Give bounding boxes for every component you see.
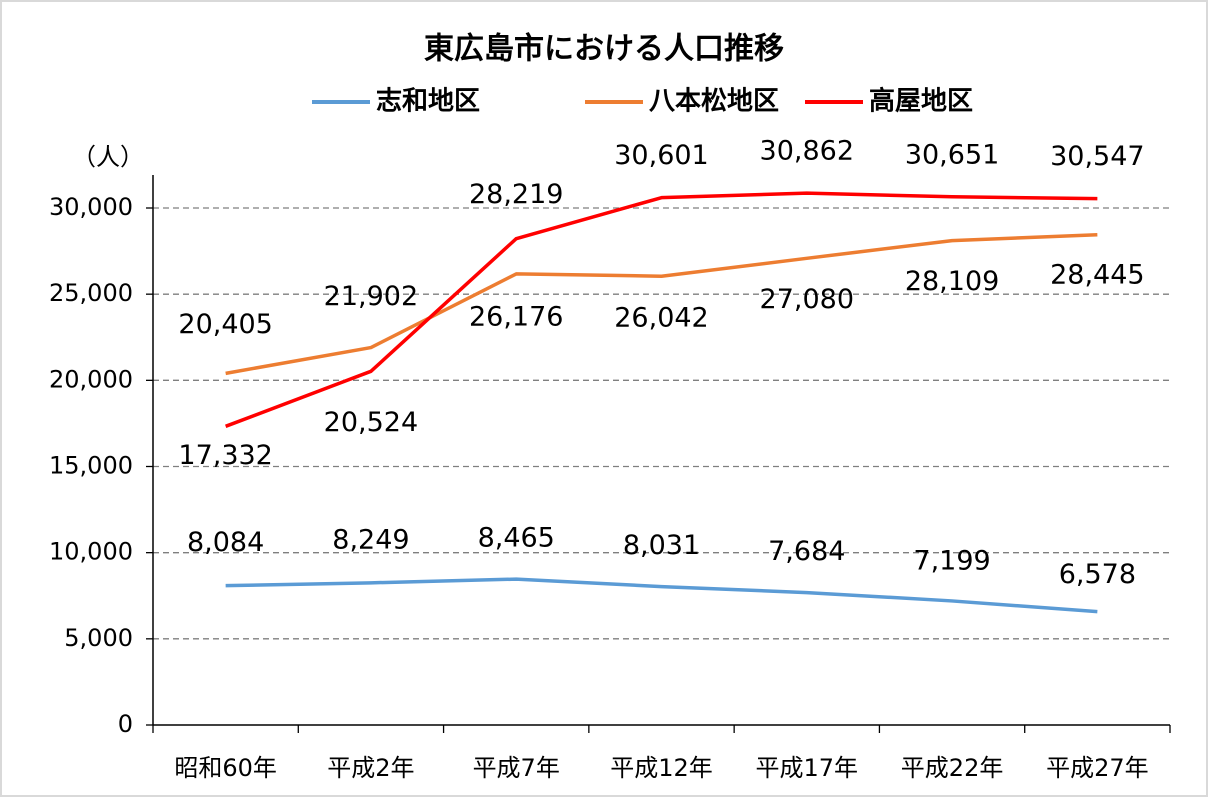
x-tick-label: 平成2年 <box>327 754 414 782</box>
series-line <box>225 191 1098 428</box>
y-tick-label: 10,000 <box>49 538 133 566</box>
series-line <box>225 233 1098 376</box>
y-tick-label: 30,000 <box>49 193 133 221</box>
data-label: 8,084 <box>187 527 264 558</box>
y-axis-label: （人） <box>72 143 144 171</box>
y-tick-label: 0 <box>118 710 133 738</box>
x-tick-label: 平成12年 <box>610 754 713 782</box>
x-tick-label: 平成27年 <box>1046 754 1149 782</box>
legend-label: 高屋地区 <box>869 86 973 117</box>
y-tick-label: 25,000 <box>49 279 133 307</box>
x-tick-label: 平成7年 <box>473 754 560 782</box>
x-tick-label: 平成22年 <box>901 754 1004 782</box>
series-line <box>225 577 1098 614</box>
data-label: 27,080 <box>760 284 854 315</box>
data-label: 30,601 <box>614 140 708 171</box>
data-label: 30,651 <box>905 139 999 170</box>
y-tick-label: 20,000 <box>49 365 133 393</box>
y-tick-label: 15,000 <box>49 452 133 480</box>
data-label: 28,109 <box>905 266 999 297</box>
data-label: 20,524 <box>324 407 418 438</box>
data-label: 8,031 <box>623 530 700 561</box>
legend-label: 志和地区 <box>376 87 480 117</box>
data-label: 17,332 <box>178 440 272 471</box>
data-label: 28,219 <box>469 179 563 210</box>
data-label: 21,902 <box>324 281 418 312</box>
data-label: 30,547 <box>1050 141 1144 172</box>
data-label: 30,862 <box>760 136 854 167</box>
x-tick-label: 平成17年 <box>756 754 859 782</box>
x-tick-label: 昭和60年 <box>174 754 277 782</box>
data-label: 8,465 <box>478 523 555 554</box>
data-label: 26,176 <box>469 301 563 332</box>
data-label: 8,249 <box>332 524 409 555</box>
data-label: 7,199 <box>913 545 990 576</box>
data-label: 20,405 <box>178 309 272 340</box>
data-label: 28,445 <box>1050 259 1144 290</box>
data-label: 7,684 <box>768 536 845 567</box>
chart-title: 東広島市における人口推移 <box>424 32 784 67</box>
y-tick-label: 5,000 <box>64 624 133 652</box>
data-label: 6,578 <box>1059 559 1136 590</box>
data-label: 26,042 <box>614 303 708 334</box>
legend-label: 八本松地区 <box>649 87 779 117</box>
